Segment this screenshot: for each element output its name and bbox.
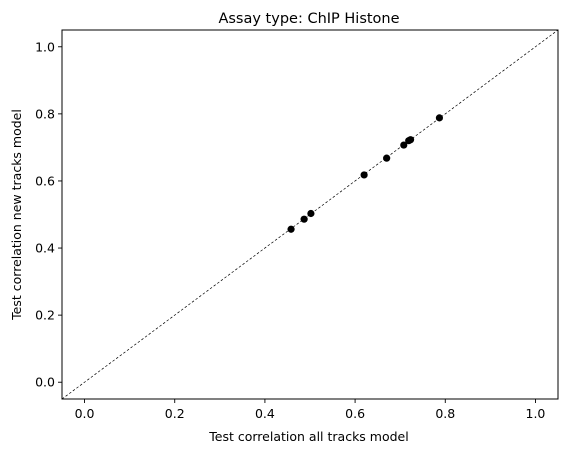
data-point: [287, 225, 295, 233]
y-tick-label: 0.4: [35, 241, 55, 256]
x-tick-label: 0.2: [165, 406, 185, 421]
plot-frame: [61, 29, 559, 400]
y-tick-label: 1.0: [35, 39, 55, 54]
data-point: [383, 154, 391, 162]
y-axis-ticks: 0.0 0.2 0.4 0.6 0.8 1.0: [35, 39, 62, 390]
x-axis-ticks: 0.0 0.2 0.4 0.6 0.8 1.0: [75, 399, 546, 421]
y-axis-label: Test correlation new tracks model: [9, 109, 24, 321]
diagonal-reference-line: [61, 29, 559, 400]
x-tick-label: 0.0: [75, 406, 95, 421]
data-point: [300, 215, 308, 223]
x-tick-label: 0.6: [345, 406, 365, 421]
y-tick-label: 0.0: [35, 375, 55, 390]
data-points: [287, 114, 444, 233]
y-tick-label: 0.8: [35, 106, 55, 121]
data-point: [406, 136, 415, 144]
data-point: [435, 114, 444, 122]
x-tick-label: 0.8: [435, 406, 455, 421]
plot-area: [61, 29, 559, 400]
y-tick-label: 0.6: [35, 173, 55, 188]
data-point: [307, 209, 315, 218]
data-point: [360, 171, 368, 179]
x-tick-label: 1.0: [526, 406, 546, 421]
x-tick-label: 0.4: [255, 406, 275, 421]
y-tick-label: 0.2: [35, 308, 55, 323]
chart-title: Assay type: ChIP Histone: [218, 11, 399, 27]
data-point: [400, 141, 408, 149]
x-axis-label: Test correlation all tracks model: [208, 429, 408, 444]
